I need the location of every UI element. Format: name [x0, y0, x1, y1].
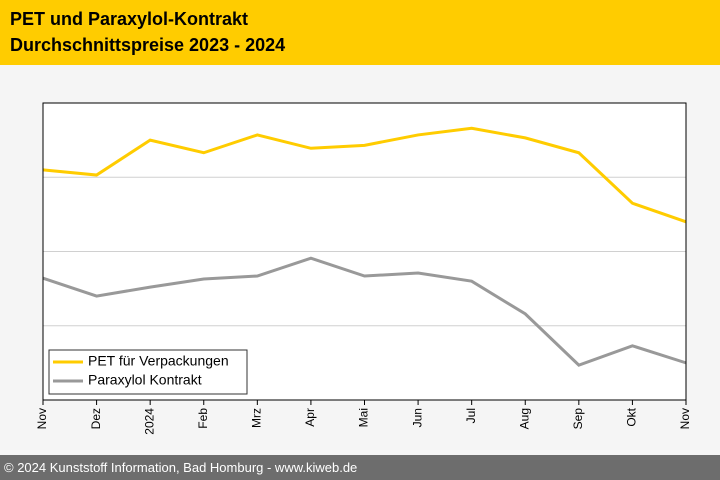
x-tick-label: Jul	[464, 408, 478, 423]
legend-label: Paraxylol Kontrakt	[88, 372, 202, 388]
header: PET und Paraxylol-Kontrakt Durchschnitts…	[0, 0, 720, 65]
plot-border	[42, 102, 687, 401]
chart: Nov Dez 2024 Feb Mrz Apr Mai Jun Jul Aug Sep Okt Nov…	[35, 102, 692, 435]
x-tick-label: Feb	[196, 408, 210, 429]
x-tick-label: Nov	[35, 408, 49, 429]
legend-label: PET für Verpackungen	[88, 353, 229, 369]
x-tick-label: Aug	[517, 408, 531, 429]
x-tick-label: Dez	[89, 408, 103, 429]
x-tick-label: Mai	[357, 408, 371, 427]
x-tick-label: Mrz	[250, 408, 264, 428]
footer-text: © 2024 Kunststoff Information, Bad Hombu…	[4, 460, 358, 475]
x-tick-label: 2024	[142, 408, 156, 435]
x-tick-label: Sep	[571, 408, 585, 430]
x-tick-label: Okt	[625, 407, 639, 426]
footer: © 2024 Kunststoff Information, Bad Hombu…	[0, 455, 720, 480]
chart-title: PET und Paraxylol-Kontrakt	[10, 9, 249, 29]
series-line	[42, 126, 687, 224]
chart-subtitle: Durchschnittspreise 2023 - 2024	[10, 35, 286, 55]
series-line	[42, 256, 687, 367]
legend-box	[48, 349, 248, 395]
x-tick-label: Nov	[678, 408, 692, 429]
x-tick-label: Apr	[303, 408, 317, 427]
x-tick-label: Jun	[410, 408, 424, 427]
